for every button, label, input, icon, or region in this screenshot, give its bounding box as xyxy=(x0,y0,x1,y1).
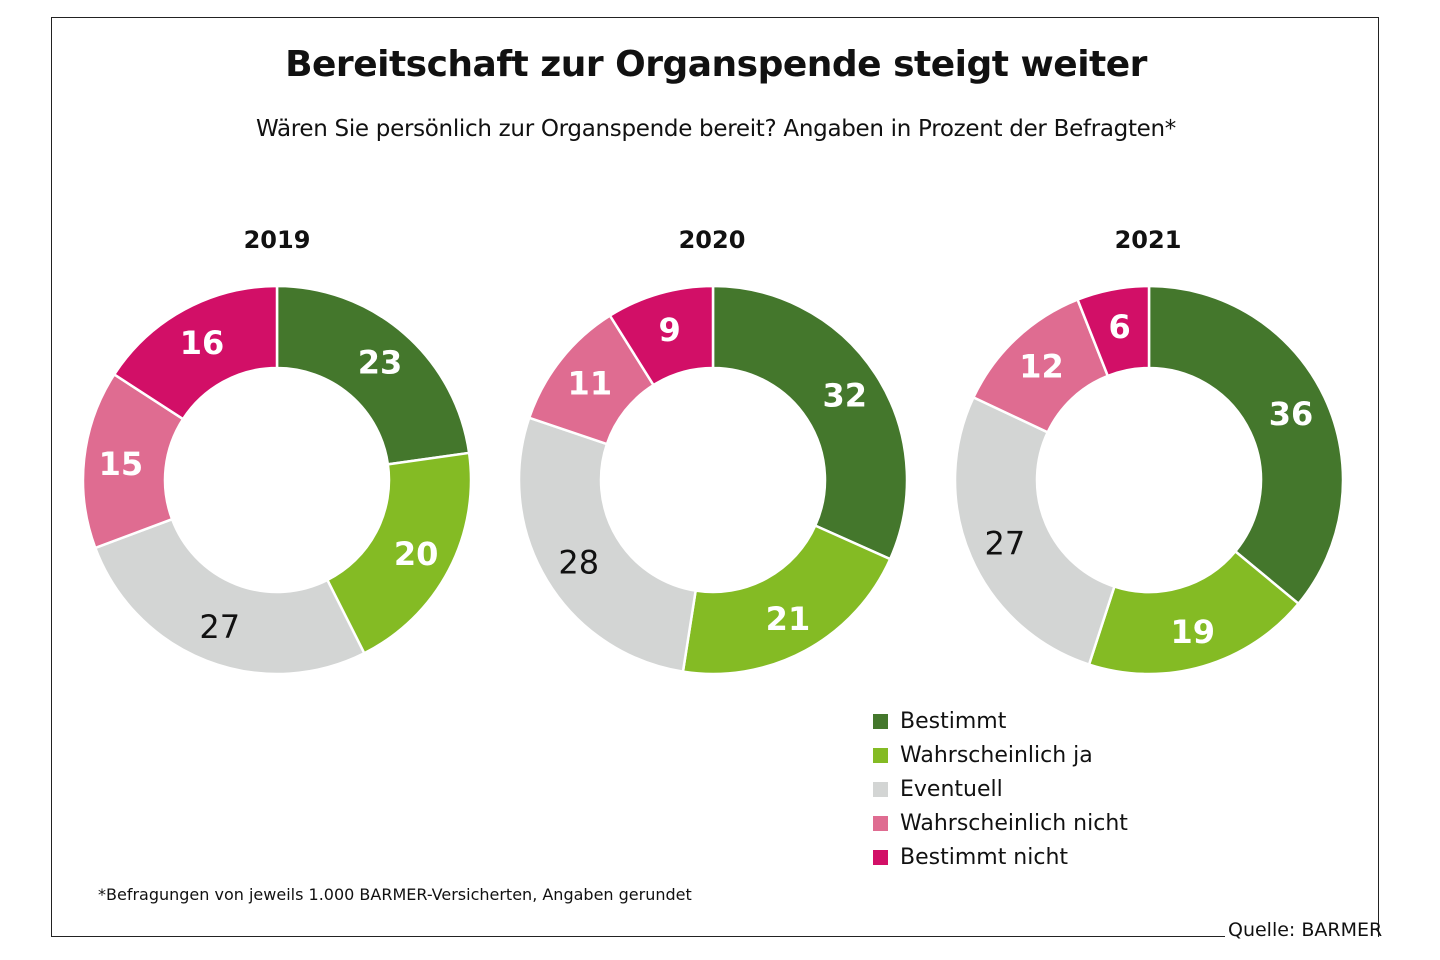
year-label-2020: 2020 xyxy=(678,226,746,254)
donut-label-2020-bestimmt: 32 xyxy=(822,377,867,415)
legend-item-wahrscheinlich-nicht: Wahrscheinlich nicht xyxy=(873,806,1128,840)
legend-label: Bestimmt xyxy=(900,708,1007,734)
legend-swatch xyxy=(873,815,888,831)
footnote: *Befragungen von jeweils 1.000 BARMER-Ve… xyxy=(98,885,692,904)
legend-item-wahrscheinlich-ja: Wahrscheinlich ja xyxy=(873,738,1128,772)
donut-label-2019-wahrscheinlich-ja: 20 xyxy=(394,535,439,573)
legend-item-eventuell: Eventuell xyxy=(873,772,1128,806)
donut-label-2021-bestimmt: 36 xyxy=(1269,395,1314,433)
legend-swatch xyxy=(873,849,888,865)
donut-label-2019-eventuell: 27 xyxy=(199,608,240,646)
donut-slice-2019-eventuell xyxy=(93,517,366,676)
legend: Bestimmt Wahrscheinlich ja Eventuell Wah… xyxy=(873,704,1128,874)
donut-label-2020-eventuell: 28 xyxy=(558,543,599,581)
donut-label-2021-wahrscheinlich-nicht: 12 xyxy=(1019,348,1064,386)
legend-label: Wahrscheinlich nicht xyxy=(900,810,1128,836)
donut-slice-2019-bestimmt-nicht xyxy=(112,284,279,421)
legend-label: Bestimmt nicht xyxy=(900,844,1069,870)
donut-label-2020-wahrscheinlich-nicht: 11 xyxy=(568,365,613,403)
donut-label-2019-bestimmt-nicht: 16 xyxy=(180,324,225,362)
donut-slice-2021-bestimmt-nicht xyxy=(1075,284,1151,378)
legend-label: Wahrscheinlich ja xyxy=(900,742,1093,768)
donut-label-2019-bestimmt: 23 xyxy=(358,343,403,381)
donut-label-2021-wahrscheinlich-ja: 19 xyxy=(1171,613,1216,651)
donut-slice-2021-bestimmt xyxy=(1147,284,1345,606)
legend-swatch xyxy=(873,781,888,797)
year-label-2019: 2019 xyxy=(243,226,311,254)
donut-slice-2020-bestimmt-nicht xyxy=(608,284,715,387)
donut-label-2021-bestimmt-nicht: 6 xyxy=(1108,308,1130,346)
chart-title: Bereitschaft zur Organspende steigt weit… xyxy=(285,44,1147,85)
donut-label-2021-eventuell: 27 xyxy=(985,524,1026,562)
frame-bottom-line xyxy=(51,936,1225,937)
donut-label-2020-bestimmt-nicht: 9 xyxy=(658,311,680,349)
donut-slice-2019-wahrscheinlich-ja xyxy=(325,451,473,655)
donut-slice-2020-wahrscheinlich-ja xyxy=(681,524,892,676)
legend-swatch xyxy=(873,747,888,763)
legend-label: Eventuell xyxy=(900,776,1003,802)
donut-slice-2019-bestimmt xyxy=(275,284,471,466)
legend-swatch xyxy=(873,713,888,729)
source-label: Quelle: BARMER xyxy=(1228,919,1383,941)
donut-slice-2020-bestimmt xyxy=(711,284,909,561)
year-label-2021: 2021 xyxy=(1114,226,1182,254)
chart-subtitle: Wären Sie persönlich zur Organspende ber… xyxy=(255,116,1177,142)
donut-label-2020-wahrscheinlich-ja: 21 xyxy=(766,600,811,638)
legend-item-bestimmt-nicht: Bestimmt nicht xyxy=(873,840,1128,874)
legend-item-bestimmt: Bestimmt xyxy=(873,704,1128,738)
donut-slice-2021-eventuell xyxy=(953,395,1116,667)
donut-label-2019-wahrscheinlich-nicht: 15 xyxy=(99,445,144,483)
chart-frame xyxy=(51,17,1379,937)
donut-slice-2020-eventuell xyxy=(517,416,698,674)
